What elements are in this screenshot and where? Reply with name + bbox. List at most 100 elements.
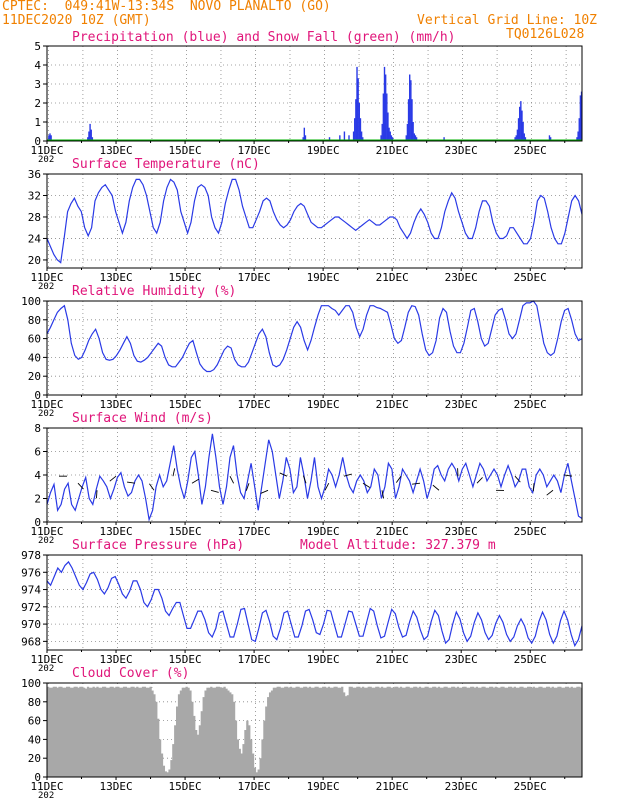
cloud-bar — [219, 687, 222, 777]
cloud-bar — [435, 687, 439, 777]
x-tick-label: 13DEC — [99, 144, 132, 157]
precip-bar — [517, 118, 520, 141]
cloud-bar — [198, 725, 202, 777]
cloud-bar — [297, 686, 300, 777]
cloud-bar — [54, 686, 57, 777]
header-date: 11DEC2020 10Z (GMT) — [2, 13, 151, 28]
x-tick-label: 19DEC — [307, 653, 340, 666]
precip-bar — [406, 123, 409, 141]
precip-bar — [388, 127, 390, 141]
cloud-bar — [60, 686, 63, 777]
cloud-bar — [208, 687, 211, 777]
precip-bar — [303, 127, 306, 141]
x-tick-label: 23DEC — [445, 144, 478, 157]
cloud-bar — [443, 686, 446, 777]
precip-bar — [407, 99, 410, 141]
cloud-bar — [399, 686, 403, 777]
cloud-bar — [492, 687, 496, 777]
precip-bar — [89, 123, 91, 141]
cloud-bar — [509, 686, 513, 777]
precip-bar — [409, 74, 411, 141]
cloud-bar — [479, 687, 482, 777]
precip-bar — [91, 137, 94, 141]
series-line — [46, 560, 583, 648]
cloud-bar — [306, 687, 310, 777]
x-tick-label: 11DEC — [30, 525, 63, 538]
y-tick-label: 976 — [21, 566, 41, 579]
precip-bar — [578, 118, 580, 141]
x-tick-label: 21DEC — [376, 271, 409, 284]
cloud-bar — [420, 687, 424, 777]
panel-frame — [46, 554, 583, 651]
cloud-bar — [231, 694, 234, 777]
x-tick-label: 11DEC — [30, 271, 63, 284]
precip-bar — [88, 131, 90, 141]
cloud-bar — [375, 686, 378, 777]
y-tick-label: 28 — [28, 211, 41, 224]
precip-bar — [579, 95, 582, 141]
wind-arrow — [191, 478, 200, 484]
precip-bar — [304, 135, 307, 141]
cloud-bar — [422, 687, 425, 777]
cloud-bar — [257, 769, 260, 777]
precip-bar — [339, 135, 341, 141]
cloud-bar — [187, 687, 190, 777]
cloud-bar — [327, 686, 331, 777]
wind-arrow — [245, 483, 250, 491]
panel-frame — [46, 173, 583, 269]
cloud-bar — [170, 760, 173, 777]
y-tick-label: 0 — [34, 771, 41, 784]
cloud-bar — [194, 730, 198, 777]
cloud-bar — [84, 688, 88, 777]
wind-arrow — [476, 477, 483, 484]
precip-bar — [411, 99, 413, 141]
cloud-bar — [384, 687, 387, 777]
x-tick-label: 15DEC — [169, 144, 202, 157]
x-tick-label: 23DEC — [445, 398, 478, 411]
cloud-bar — [160, 753, 164, 777]
cloud-bar — [566, 686, 570, 777]
cloud-bar — [388, 686, 391, 777]
y-tick-label: 4 — [34, 469, 41, 482]
x-tick-label: 21DEC — [376, 398, 409, 411]
cloud-bar — [358, 686, 361, 777]
cloud-bar — [544, 687, 547, 777]
cloud-bar — [151, 690, 154, 777]
cloud-bar — [551, 686, 554, 777]
cloud-bar — [289, 686, 293, 777]
precip-bar — [443, 137, 445, 141]
precip-bar — [518, 106, 521, 141]
cloud-bar — [380, 686, 384, 777]
cloud-bar — [371, 687, 374, 777]
cloud-bar — [564, 686, 568, 777]
cloud-bar — [98, 687, 101, 777]
x-tick-label: 11DEC — [30, 144, 63, 157]
panel-frame — [46, 300, 583, 396]
y-tick-label: 970 — [21, 618, 41, 631]
precip-bar — [389, 131, 391, 141]
panel-title: Surface Pressure (hPa) — [72, 538, 244, 553]
wind-arrow — [302, 475, 307, 484]
cloud-bar — [62, 687, 65, 777]
precip-bar — [357, 78, 359, 141]
x-tick-label: 15DEC — [169, 780, 202, 793]
x-tick-label: 25DEC — [514, 271, 547, 284]
cloud-bar — [403, 687, 406, 777]
cloud-bar — [168, 769, 171, 777]
cloud-bar — [553, 687, 556, 777]
cloud-bar — [149, 686, 152, 777]
cloud-bar — [462, 686, 465, 777]
precip-bar — [576, 137, 578, 141]
cloud-bar — [263, 720, 266, 777]
x-tick-label: 19DEC — [307, 144, 340, 157]
cloud-bar — [498, 687, 501, 777]
cloud-bar — [103, 686, 107, 777]
year-label: 202 — [38, 536, 54, 546]
x-tick-label: 25DEC — [514, 144, 547, 157]
cloud-bar — [86, 686, 90, 777]
cloud-bar — [466, 687, 469, 777]
cloud-bar — [471, 686, 475, 777]
cloud-bar — [189, 690, 192, 777]
wind-arrow — [362, 482, 371, 488]
cloud-bar — [117, 686, 120, 777]
